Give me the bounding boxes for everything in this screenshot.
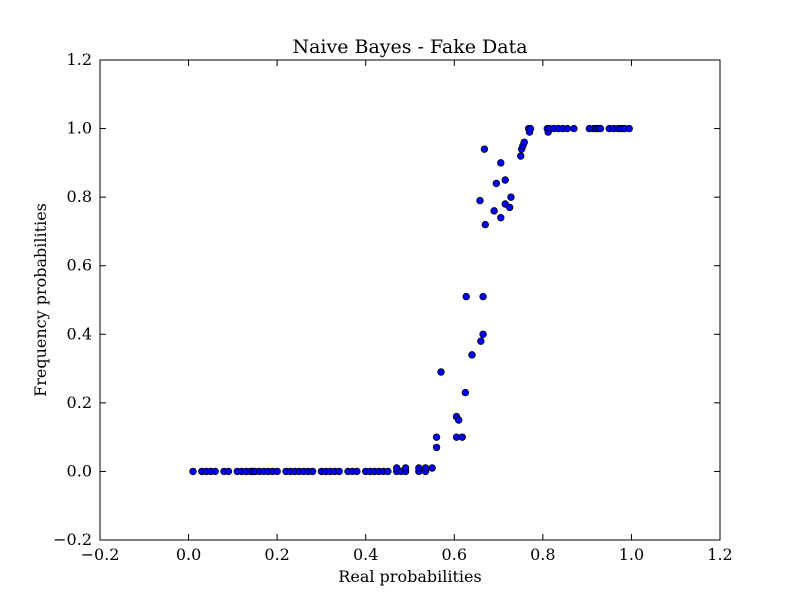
data-point xyxy=(458,433,466,441)
data-point xyxy=(401,464,410,472)
data-point xyxy=(211,467,219,476)
data-points xyxy=(189,124,633,476)
data-point xyxy=(563,124,571,133)
data-point xyxy=(570,124,578,133)
data-point xyxy=(476,196,484,205)
x-tick-label: 1.0 xyxy=(619,545,644,564)
data-point xyxy=(468,351,476,359)
y-tick-label: 0.8 xyxy=(67,187,92,206)
x-tick-label: 0.2 xyxy=(264,545,289,564)
data-point xyxy=(335,467,343,476)
data-point xyxy=(461,388,470,397)
data-point xyxy=(479,330,487,338)
x-tick-label: 0.0 xyxy=(176,545,201,564)
axis-ticks: −0.2 0.0 0.2 0.4 0.6 0.8 1.0 1.2 −0.2 0.0 0.2 0.4 0.… xyxy=(53,50,733,564)
data-point xyxy=(507,193,515,201)
data-point xyxy=(477,337,485,345)
y-tick-label: −0.2 xyxy=(53,530,92,549)
data-point xyxy=(432,433,441,441)
data-point xyxy=(625,124,633,133)
y-axis-title: Frequency probabilities xyxy=(31,203,50,397)
data-point xyxy=(273,467,281,476)
data-point xyxy=(497,214,505,222)
data-point xyxy=(462,292,470,301)
x-tick-label: −0.2 xyxy=(81,545,120,564)
y-tick-label: 0.0 xyxy=(67,461,92,480)
data-point xyxy=(437,368,445,376)
data-point xyxy=(415,464,423,472)
y-tick-label: 0.4 xyxy=(67,324,92,343)
data-point xyxy=(497,159,505,167)
data-point xyxy=(501,176,509,184)
data-point xyxy=(481,220,489,229)
data-point xyxy=(526,124,535,133)
chart-title: Naive Bayes - Fake Data xyxy=(292,36,527,58)
data-point xyxy=(517,152,525,160)
data-point xyxy=(455,416,463,424)
data-point xyxy=(480,145,489,153)
data-point xyxy=(479,292,487,301)
data-point xyxy=(428,464,436,472)
data-point xyxy=(596,124,605,133)
y-tick-label: 0.6 xyxy=(67,256,92,275)
data-point xyxy=(432,443,441,452)
x-tick-label: 1.2 xyxy=(707,545,732,564)
data-point xyxy=(520,138,528,146)
x-axis-title: Real probabilities xyxy=(338,567,481,586)
data-point xyxy=(224,467,233,476)
x-tick-label: 0.8 xyxy=(530,545,555,564)
y-tick-label: 1.0 xyxy=(67,119,92,138)
plot-area-frame xyxy=(99,59,721,541)
data-point xyxy=(492,179,501,188)
y-tick-label: 1.2 xyxy=(67,50,92,69)
data-point xyxy=(384,467,392,476)
data-point xyxy=(189,467,197,476)
data-point xyxy=(353,467,361,476)
x-tick-label: 0.4 xyxy=(353,545,378,564)
data-point xyxy=(421,464,430,472)
y-tick-label: 0.2 xyxy=(67,393,92,412)
x-tick-label: 0.6 xyxy=(442,545,467,564)
data-point xyxy=(490,207,498,215)
data-point xyxy=(505,203,514,212)
data-point xyxy=(308,467,317,476)
